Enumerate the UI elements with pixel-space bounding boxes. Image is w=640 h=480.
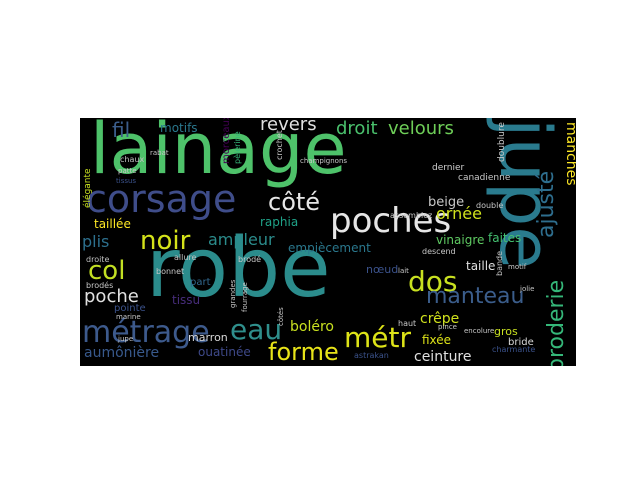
word-eau: eau (230, 313, 283, 346)
word-velours: velours (388, 118, 454, 139)
word-jupe-small: jupe (118, 335, 134, 343)
word-chaux: chaux (120, 155, 145, 164)
word-marron: marron (188, 331, 228, 344)
word-assemblez: assemblez (390, 211, 433, 220)
word-charmante: charmante (492, 345, 536, 354)
word-motifs: motifs (160, 121, 198, 135)
word-poche: poche (84, 286, 139, 307)
word-grandes: grandes (229, 279, 237, 308)
word-champignons: champignons (300, 157, 348, 165)
word-patte: patte (118, 167, 137, 175)
word-droit: droit (336, 118, 378, 139)
word-faites: faites (488, 231, 522, 245)
word-ouatinee: ouatinée (198, 345, 251, 359)
word-bonnet: bonnet (156, 267, 185, 276)
word-broderie: broderie (544, 279, 569, 366)
word-pointe: pointe (114, 303, 146, 314)
word-crochet: crochet (275, 130, 284, 160)
word-manches: manches (563, 122, 576, 186)
word-dernier: dernier (432, 163, 465, 173)
word-cote: côté (268, 188, 321, 216)
word-taillee: taillée (94, 217, 131, 231)
word-cloud: lainage robe jupe corsage poches noir cô… (80, 118, 576, 366)
word-col: col (88, 256, 126, 286)
word-noeud: nœud (366, 263, 399, 276)
word-taille: taille (466, 259, 496, 273)
word-cotes: côtés (277, 307, 285, 326)
word-motif: motif (508, 263, 527, 271)
word-tissu: tissu (172, 293, 201, 307)
word-gros: gros (494, 325, 518, 338)
word-tissus: tissus (116, 177, 137, 185)
word-descend: descend (422, 247, 456, 256)
word-fourrage: fourrage (241, 282, 249, 312)
word-marine: marine (116, 313, 141, 321)
word-ornee: ornée (436, 204, 482, 223)
word-jolie: jolie (520, 285, 535, 293)
word-doublure: doublure (497, 122, 507, 162)
word-aumoniere: aumônière (84, 345, 160, 361)
word-morceaux: morceaux (221, 118, 232, 164)
word-dos: dos (408, 265, 458, 298)
word-elegante: élégante (83, 168, 93, 208)
word-canadienne: canadienne (458, 173, 511, 183)
word-ampleur: ampleur (208, 230, 275, 249)
word-brodes: brodés (86, 281, 114, 290)
word-double: double (476, 201, 504, 210)
word-beige: beige (428, 195, 465, 210)
word-noir: noir (140, 226, 191, 256)
word-allure: allure (174, 253, 197, 262)
word-part: part (190, 277, 211, 288)
word-forme: forme (268, 338, 339, 366)
word-empiecement: empiècement (288, 241, 371, 255)
word-droite: droite (86, 255, 110, 264)
word-bride: bride (508, 337, 534, 348)
word-lait: lait (398, 267, 409, 275)
word-ajuste: ajusté (534, 170, 559, 238)
word-fil: fil (112, 118, 131, 142)
word-pelerine: pèlerine (233, 131, 242, 164)
word-crepe: crêpe (420, 311, 460, 327)
word-bande: bande (495, 250, 504, 276)
word-metr: métr (344, 321, 411, 354)
word-haut: haut (398, 319, 417, 328)
word-lainage: lainage (90, 118, 347, 190)
word-encolure: encolure (464, 327, 495, 335)
word-bolero: boléro (290, 319, 334, 335)
word-vinaigre: vinaigre (436, 233, 485, 247)
word-poches: poches (330, 201, 452, 241)
word-corsage: corsage (86, 177, 237, 221)
word-manteau: manteau (426, 284, 525, 309)
word-rabat: rabat (150, 149, 169, 157)
word-brode: brodé (238, 255, 262, 264)
word-ceinture: ceinture (414, 349, 472, 365)
word-revers: revers (260, 118, 317, 135)
word-metrage: métrage (82, 315, 210, 350)
word-raphia: raphia (260, 215, 299, 229)
word-plis: plis (82, 232, 110, 251)
word-fixee: fixée (422, 333, 452, 347)
word-robe: robe (146, 221, 331, 316)
word-pince: pince (438, 323, 457, 331)
word-astrakan: astrakan (354, 351, 389, 360)
